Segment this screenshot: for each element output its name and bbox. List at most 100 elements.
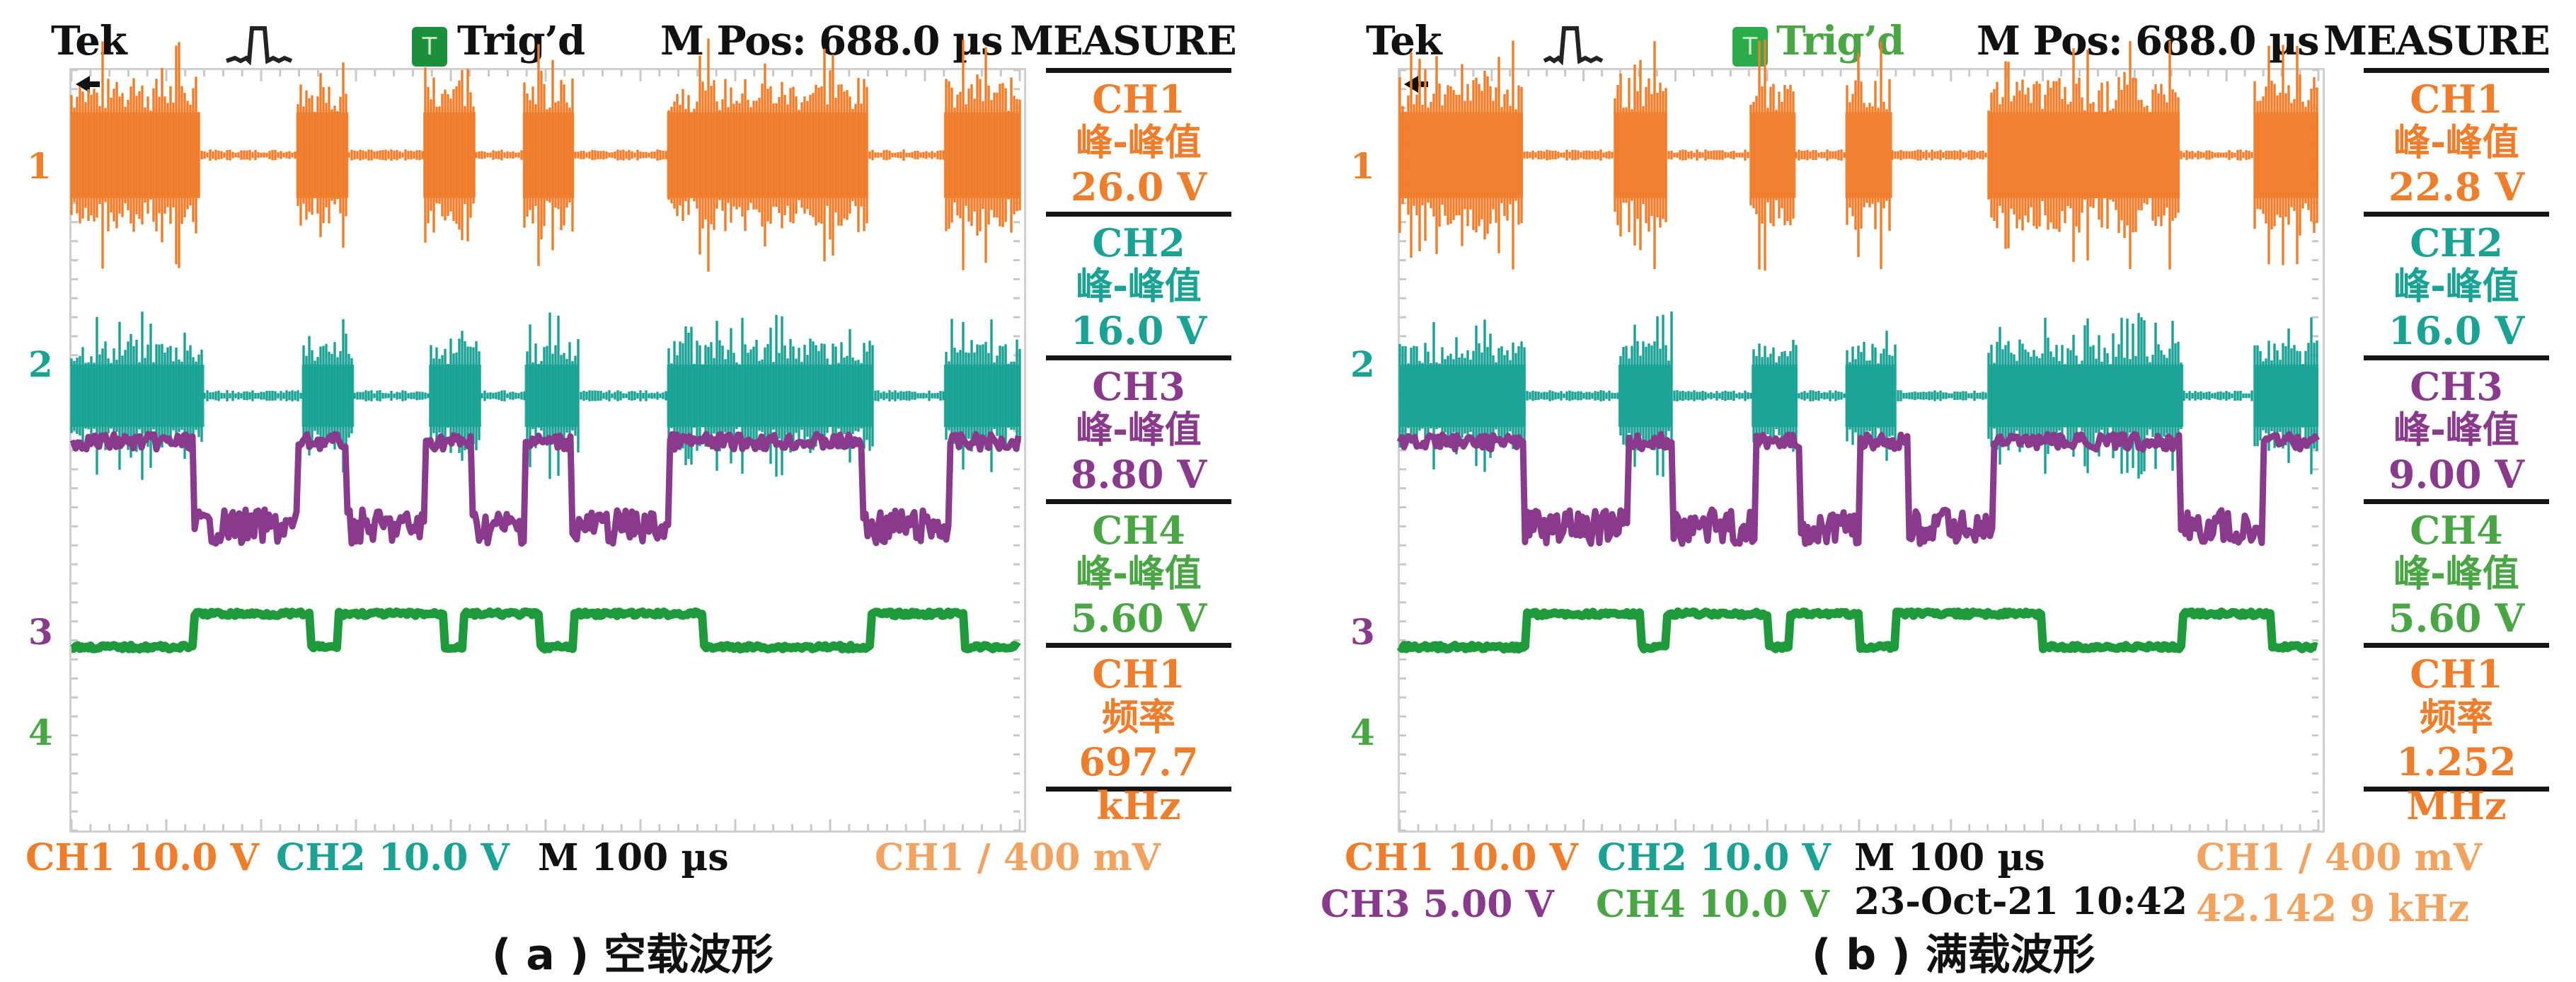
measure-channel: CH1 — [2410, 76, 2503, 122]
measure-value: 16.0 V — [1070, 308, 1207, 353]
ch1-scale: CH1 10.0 V — [25, 836, 259, 879]
measure-ch2-pkpk: CH2 峰-峰值 16.0 V — [1046, 217, 1231, 355]
burst-ch2-0 — [1400, 365, 1526, 427]
measure-channel: CH2 — [1092, 220, 1185, 266]
measure-type: 频率 — [1101, 697, 1175, 739]
measure-divider — [1046, 643, 1231, 648]
scope-panel-a: Tek T Trig’d M Pos: 688.0 µs MEASURE 1 2… — [0, 0, 1288, 980]
measure-type: 峰-峰值 — [1076, 409, 1202, 452]
ch2-marker: 2 — [1350, 343, 1375, 385]
measure-value: 9.00 V — [2388, 452, 2525, 497]
measure-ch1-pkpk: CH1 峰-峰值 22.8 V — [2364, 73, 2549, 212]
trace-ch1 — [1398, 39, 2318, 271]
ch4-scale: CH4 10.0 V — [1596, 883, 1829, 926]
burst-ch2-5 — [2254, 365, 2318, 427]
measure-type: 峰-峰值 — [2393, 266, 2519, 308]
ch3-scale: CH3 5.00 V — [1321, 883, 1554, 926]
measure-divider — [2364, 355, 2549, 360]
trigger-position-arrow-icon — [1404, 76, 1428, 93]
burst-ch2-4 — [1987, 365, 2184, 427]
measure-divider — [1046, 355, 1231, 360]
ch4-marker: 4 — [28, 712, 53, 753]
ch1-scale: CH1 10.0 V — [1345, 836, 1578, 879]
measure-channel: CH4 — [2410, 508, 2503, 553]
measure-value: 1.252 MHz — [2396, 739, 2517, 828]
measure-channel: CH1 — [1092, 76, 1185, 122]
burst-ch1-0 — [1400, 112, 1523, 198]
burst-ch1-5 — [2254, 112, 2318, 198]
measure-value: 5.60 V — [2388, 595, 2525, 641]
measure-ch4-pkpk: CH4 峰-峰值 5.60 V — [2364, 504, 2549, 643]
burst-ch2-1 — [1618, 365, 1672, 427]
trigger-status: Trig’d — [1776, 18, 1904, 64]
measure-type: 峰-峰值 — [2393, 409, 2519, 452]
measure-divider — [1046, 787, 1231, 792]
trace-ch2 — [1398, 311, 2318, 481]
trigger-status: Trig’d — [457, 18, 585, 64]
pulse-trigger-icon — [1543, 26, 1604, 65]
burst-ch1-0 — [71, 112, 200, 198]
measure-type: 频率 — [2419, 697, 2493, 739]
measure-divider — [2364, 68, 2549, 73]
burst-ch2-2 — [1752, 365, 1798, 427]
measure-type: 峰-峰值 — [1076, 553, 1202, 595]
ch3-marker: 3 — [28, 611, 53, 653]
trace-ch3-line — [69, 430, 1022, 547]
burst-ch1-1 — [1614, 112, 1667, 198]
ch1-marker: 1 — [1350, 145, 1375, 187]
trigger-level: CH1 ∕ 400 mV — [875, 836, 1161, 879]
burst-ch2-1 — [301, 365, 355, 427]
trace-ch3 — [1396, 430, 2321, 547]
trace-ch1 — [70, 38, 1021, 272]
measure-ch1-freq: CH1 频率 1.252 MHz — [2364, 648, 2549, 828]
measure-value: 8.80 V — [1070, 452, 1207, 497]
trigger-status-icon: T — [412, 27, 447, 67]
measure-ch3-pkpk: CH3 峰-峰值 9.00 V — [2364, 360, 2549, 499]
measure-divider — [2364, 499, 2549, 504]
trace-ch4-line — [69, 607, 1021, 653]
brand-label: Tek — [1366, 18, 1442, 64]
waveform-plot — [69, 38, 1022, 832]
trace-ch4-line — [1396, 607, 2319, 653]
burst-ch1-3 — [522, 112, 575, 198]
trace-ch4 — [1396, 607, 2319, 653]
trace-ch3 — [69, 430, 1022, 547]
measure-divider — [2364, 787, 2549, 792]
timebase: M 100 µs — [1854, 836, 2045, 879]
measure-type: 峰-峰值 — [1076, 266, 1202, 308]
burst-ch2-3 — [1845, 365, 1896, 427]
ch2-scale: CH2 10.0 V — [276, 836, 510, 879]
measure-value: 5.60 V — [1070, 595, 1207, 641]
measure-type: 峰-峰值 — [2393, 553, 2519, 595]
burst-ch1-2 — [423, 112, 476, 198]
burst-ch1-4 — [667, 112, 868, 198]
measure-value: 16.0 V — [2388, 308, 2525, 353]
trace-ch4 — [69, 607, 1021, 653]
burst-ch1-5 — [943, 112, 1020, 198]
scope-panel-b: Tek T Trig’d M Pos: 688.0 µs MEASURE 1 2… — [1316, 0, 2576, 980]
waveform-display — [1396, 39, 2325, 833]
waveform-display — [69, 38, 1026, 833]
m-pos-readout: M Pos: 688.0 µs — [660, 18, 1004, 64]
trigger-status-icon: T — [1732, 27, 1768, 67]
measure-ch4-pkpk: CH4 峰-峰值 5.60 V — [1046, 504, 1231, 643]
ch3-marker: 3 — [1350, 611, 1375, 653]
burst-ch2-5 — [943, 365, 1020, 427]
trace-ch2 — [70, 312, 1021, 480]
datetime: 23-Oct-21 10:42 — [1854, 880, 2187, 923]
measure-column: CH1 峰-峰值 22.8 V CH2 峰-峰值 16.0 V CH3 峰-峰值… — [2364, 68, 2549, 828]
measure-value: 697.7 kHz — [1079, 739, 1199, 828]
ch4-marker: 4 — [1350, 712, 1375, 753]
measure-channel: CH3 — [2410, 364, 2503, 409]
measure-channel: CH4 — [1092, 508, 1185, 553]
measure-title: MEASURE — [2323, 18, 2551, 64]
trigger-frequency: 42.142 9 kHz — [2196, 887, 2470, 930]
figure-caption: ( a ) 空载波形 — [492, 930, 774, 980]
ch1-marker: 1 — [27, 145, 52, 187]
measure-divider — [2364, 212, 2549, 217]
measure-divider — [1046, 499, 1231, 504]
measure-value: 26.0 V — [1070, 164, 1207, 210]
measure-channel: CH2 — [2410, 220, 2503, 266]
waveform-plot — [1396, 39, 2321, 832]
figure-caption: ( b ) 满载波形 — [1812, 930, 2095, 980]
